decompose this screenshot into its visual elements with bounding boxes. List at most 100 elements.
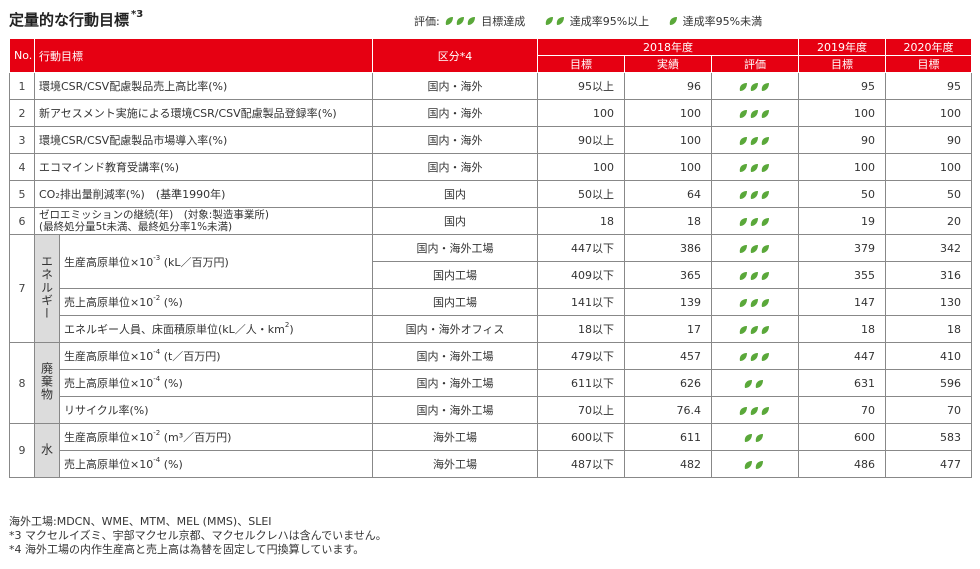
leaf-icon (739, 325, 748, 335)
header-2018: 2018年度 (536, 38, 800, 56)
row-2018-target: 479以下 (537, 342, 625, 370)
row-2018-actual: 100 (624, 99, 712, 127)
row-evaluation (710, 72, 800, 100)
leaf-icon (750, 163, 759, 173)
row-division: 国内工場 (372, 288, 538, 316)
row-evaluation (710, 207, 800, 235)
table-row: 3 環境CSR/CSV配慮製品市場導入率(%) 国内・海外 90以上 100 9… (9, 126, 973, 154)
row-2019-target: 355 (798, 261, 887, 289)
evaluation-leaves (739, 190, 772, 200)
table-row: リサイクル率(%) 国内・海外工場 70以上 76.4 70 70 (10, 396, 973, 424)
row-2018-target: 487以下 (537, 450, 625, 478)
evaluation-leaves (739, 298, 772, 308)
row-2020-target: 100 (885, 99, 973, 127)
row-division: 国内・海外 (372, 72, 538, 100)
row-2018-actual: 96 (624, 72, 712, 100)
row-2020-target: 130 (885, 288, 973, 316)
row-2018-target: 100 (537, 153, 625, 181)
row-2018-target: 50以上 (537, 180, 625, 208)
header-2019-target: 目標 (798, 55, 887, 73)
legend-label-95-or-more: 達成率95%以上 (569, 15, 650, 28)
row-division: 国内・海外 (372, 153, 538, 181)
table-row: 売上高原単位×10-4 (%) 海外工場 487以下 482 486 477 (10, 450, 973, 478)
evaluation-leaves (739, 352, 772, 362)
row-evaluation (710, 126, 800, 154)
leaf-icon (739, 244, 748, 254)
row-2019-target: 631 (798, 369, 887, 397)
row-2019-target: 147 (798, 288, 887, 316)
row-2018-actual: 100 (624, 126, 712, 154)
header-no: No. (9, 38, 35, 73)
leaf-icon (545, 16, 554, 26)
leaf-icon (761, 217, 770, 227)
leaf-icon (744, 460, 753, 470)
leaf-icon (739, 217, 748, 227)
leaf-icon (456, 16, 465, 26)
leaf-icon (761, 244, 770, 254)
table-row: 2 新アセスメント実施による環境CSR/CSV配慮製品登録率(%) 国内・海外 … (9, 99, 973, 127)
footnote-3: *3 マクセルイズミ、宇部マクセル京都、マクセルクレハは含んでいません。 (9, 529, 387, 542)
header-2019: 2019年度 (798, 38, 887, 56)
header-goal: 行動目標 (34, 38, 373, 73)
row-2018-actual: 482 (624, 450, 712, 478)
leaf-icon (761, 190, 770, 200)
row-2019-target: 447 (798, 342, 887, 370)
row-goal: 生産高原単位×10-4 (t／百万円) (59, 342, 373, 370)
row-division: 国内・海外工場 (372, 342, 538, 370)
category-energy: エネルギー (34, 234, 60, 343)
row-2019-target: 100 (798, 99, 887, 127)
row-2020-target: 95 (885, 72, 973, 100)
category-water: 水 (34, 423, 60, 478)
title-footnote-mark: *3 (131, 9, 144, 20)
row-evaluation (710, 342, 800, 370)
row-2018-target: 409以下 (537, 261, 625, 289)
table-row: 6 ゼロエミッションの継続(年) (対象:製造事業所) (最終処分量5t未満、最終… (9, 207, 973, 235)
legend-leaves-3 (445, 16, 478, 26)
row-2019-target: 95 (798, 72, 887, 100)
legend-leaves-2 (545, 16, 567, 26)
row-division: 国内・海外工場 (372, 234, 538, 262)
row-2018-target: 95以上 (537, 72, 625, 100)
row-evaluation (710, 180, 800, 208)
row-2020-target: 583 (885, 423, 973, 451)
table-row: 7 エネルギー 生産高原単位×10-3 (kL／百万円) 国内・海外工場 447… (9, 234, 973, 343)
row-2019-target: 18 (798, 315, 887, 343)
evaluation-leaves (739, 82, 772, 92)
row-2018-actual: 457 (624, 342, 712, 370)
row-2018-target: 90以上 (537, 126, 625, 154)
title-text: 定量的な行動目標 (9, 11, 130, 29)
row-goal: 新アセスメント実施による環境CSR/CSV配慮製品登録率(%) (34, 99, 373, 127)
row-2018-target: 611以下 (537, 369, 625, 397)
row-goal: エネルギー人員、床面積原単位(kL／人・km2) (59, 315, 373, 343)
table-row: 8 廃棄物 生産高原単位×10-4 (t／百万円) 国内・海外工場 479以下 … (9, 342, 973, 424)
footnote-4: *4 海外工場の内作生産高と売上高は為替を固定して円換算しています。 (9, 543, 365, 556)
leaf-icon (744, 433, 753, 443)
row-evaluation (710, 261, 800, 289)
row-2018-target: 447以下 (537, 234, 625, 262)
row-division: 海外工場 (372, 450, 538, 478)
row-goal: 売上高原単位×10-4 (%) (59, 450, 373, 478)
row-no: 9 (9, 423, 35, 478)
leaf-icon (761, 163, 770, 173)
row-2018-actual: 611 (624, 423, 712, 451)
row-2019-target: 50 (798, 180, 887, 208)
evaluation-leaves (739, 406, 772, 416)
row-no: 5 (9, 180, 35, 208)
row-goal: ゼロエミッションの継続(年) (対象:製造事業所) (最終処分量5t未満、最終処分… (34, 207, 373, 235)
leaf-icon (739, 163, 748, 173)
leaf-icon (739, 109, 748, 119)
row-evaluation (710, 369, 800, 397)
leaf-icon (739, 190, 748, 200)
row-2020-target: 90 (885, 126, 973, 154)
footnotes: 海外工場:MDCN、WME、MTM、MEL (MMS)、SLEI *3 マクセル… (9, 515, 387, 557)
row-2019-target: 600 (798, 423, 887, 451)
leaf-icon (750, 217, 759, 227)
leaf-icon (761, 298, 770, 308)
row-evaluation (710, 288, 800, 316)
header-2020-target: 目標 (885, 55, 973, 73)
leaf-icon (761, 406, 770, 416)
row-2019-target: 70 (798, 396, 887, 424)
evaluation-leaves (739, 244, 772, 254)
row-no: 8 (9, 342, 35, 424)
row-2020-target: 100 (885, 153, 973, 181)
